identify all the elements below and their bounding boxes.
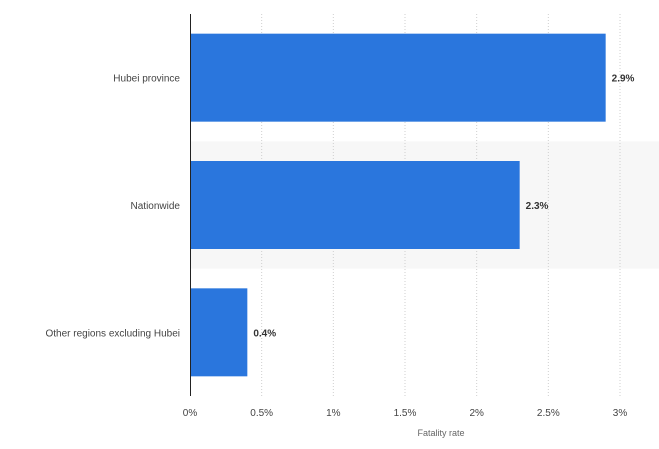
category-label: Other regions excluding Hubei bbox=[45, 328, 180, 339]
x-tick-label: 2% bbox=[469, 408, 484, 419]
bar-layer bbox=[190, 33, 606, 377]
x-tick-label: 1% bbox=[326, 408, 341, 419]
value-label: 0.4% bbox=[253, 328, 276, 339]
x-tick-label: 2.5% bbox=[537, 408, 560, 419]
x-tick-label: 0% bbox=[183, 408, 198, 419]
value-label: 2.9% bbox=[612, 74, 635, 85]
x-tick-label: 1.5% bbox=[394, 408, 417, 419]
category-label: Nationwide bbox=[131, 201, 181, 212]
bar bbox=[190, 33, 606, 122]
value-label: 2.3% bbox=[526, 201, 549, 212]
x-tick-label: 3% bbox=[613, 408, 628, 419]
x-tick-label: 0.5% bbox=[250, 408, 273, 419]
label-layer: 0% 0.5% 1% 1.5% 2% 2.5% 3% Hubei province 2.9% Na… bbox=[45, 74, 634, 419]
bar bbox=[190, 161, 520, 249]
category-label: Hubei province bbox=[113, 74, 180, 85]
bar bbox=[190, 288, 248, 377]
x-axis-title: Fatality rate bbox=[417, 428, 464, 438]
